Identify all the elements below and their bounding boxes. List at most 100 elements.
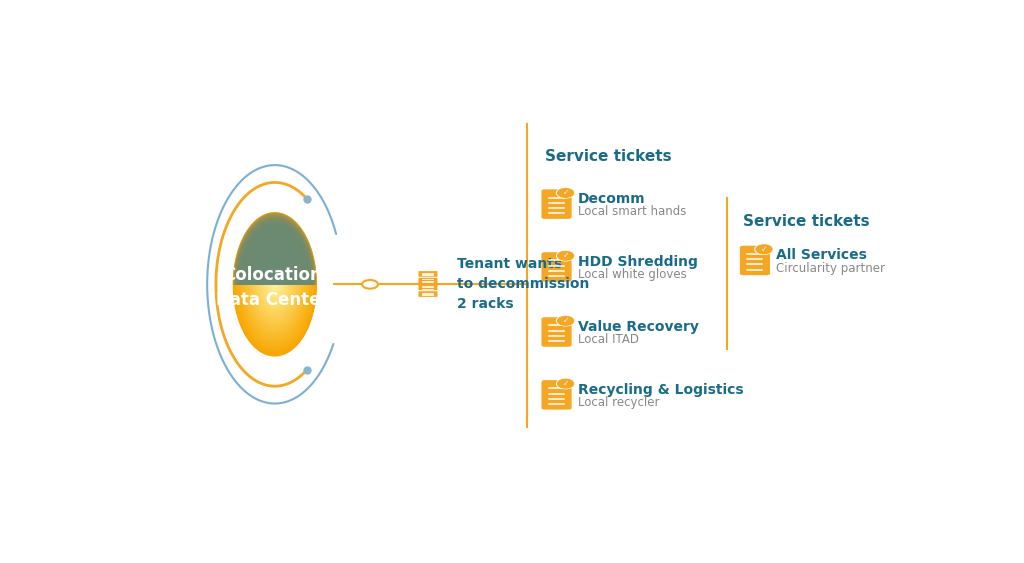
Circle shape [558,379,573,388]
Circle shape [755,244,773,254]
Polygon shape [250,242,300,327]
Polygon shape [245,232,305,337]
Polygon shape [265,268,284,301]
Polygon shape [239,222,311,347]
Polygon shape [239,221,311,347]
Polygon shape [240,224,309,345]
Circle shape [556,316,574,326]
Circle shape [558,252,573,260]
Circle shape [556,188,574,198]
Polygon shape [267,272,282,297]
Polygon shape [260,258,290,310]
Polygon shape [246,235,303,284]
FancyBboxPatch shape [419,284,437,290]
Polygon shape [233,213,316,284]
Polygon shape [245,233,305,336]
Circle shape [362,280,378,289]
Polygon shape [244,231,305,284]
Polygon shape [239,221,311,284]
Polygon shape [249,240,300,328]
Polygon shape [261,261,289,308]
FancyBboxPatch shape [419,278,437,283]
Polygon shape [243,228,307,341]
Polygon shape [246,234,304,335]
Circle shape [558,316,573,325]
Polygon shape [238,220,312,349]
Polygon shape [259,256,291,312]
Polygon shape [264,266,285,302]
Polygon shape [241,225,309,284]
Polygon shape [255,251,294,318]
Polygon shape [250,241,300,328]
Polygon shape [264,265,286,303]
Polygon shape [240,223,310,346]
FancyBboxPatch shape [542,380,571,410]
Polygon shape [237,217,313,351]
Polygon shape [233,213,316,356]
Polygon shape [271,278,279,291]
Polygon shape [237,219,312,350]
Polygon shape [246,234,304,284]
Polygon shape [265,267,285,301]
Polygon shape [247,236,302,284]
Text: All Services: All Services [776,248,867,262]
Polygon shape [239,222,311,284]
Polygon shape [224,198,325,371]
Polygon shape [238,220,312,284]
Polygon shape [244,230,306,338]
Polygon shape [234,214,315,284]
Polygon shape [264,266,286,303]
Polygon shape [262,262,288,306]
Polygon shape [255,250,295,319]
Polygon shape [234,215,315,284]
Polygon shape [252,245,297,323]
Text: ✓: ✓ [562,251,568,260]
Polygon shape [242,227,308,342]
Polygon shape [263,264,287,305]
Polygon shape [251,244,298,325]
Polygon shape [263,265,287,304]
Polygon shape [252,244,298,324]
Polygon shape [256,252,294,316]
Polygon shape [273,283,275,286]
Polygon shape [266,270,283,298]
Polygon shape [247,235,303,284]
Text: ✓: ✓ [562,316,568,325]
Polygon shape [260,260,290,309]
Text: Circularity partner: Circularity partner [776,262,886,275]
Polygon shape [247,235,303,333]
Polygon shape [261,261,289,307]
Polygon shape [273,282,276,287]
Polygon shape [247,236,303,284]
Polygon shape [238,221,311,284]
Polygon shape [240,224,310,345]
Polygon shape [246,234,304,334]
Polygon shape [236,216,314,352]
Polygon shape [248,237,302,332]
Polygon shape [234,215,315,354]
Circle shape [556,379,574,388]
Polygon shape [236,216,314,284]
Polygon shape [243,229,307,284]
Text: Tenant wants
to decommission
2 racks: Tenant wants to decommission 2 racks [458,257,590,311]
Polygon shape [257,253,293,315]
Polygon shape [245,233,304,284]
Polygon shape [239,222,310,346]
Polygon shape [270,277,279,292]
Circle shape [756,245,772,253]
Polygon shape [234,215,315,354]
Text: ✓: ✓ [761,245,767,254]
Text: Colocation
Data Center: Colocation Data Center [216,266,329,310]
Polygon shape [238,221,311,348]
Polygon shape [274,283,275,285]
Polygon shape [236,217,313,352]
Polygon shape [242,227,307,341]
Polygon shape [237,219,312,284]
Polygon shape [259,257,291,312]
Polygon shape [266,270,284,299]
Polygon shape [254,248,296,321]
Polygon shape [247,236,302,332]
Polygon shape [269,275,281,294]
Polygon shape [263,263,287,305]
Polygon shape [241,225,309,344]
